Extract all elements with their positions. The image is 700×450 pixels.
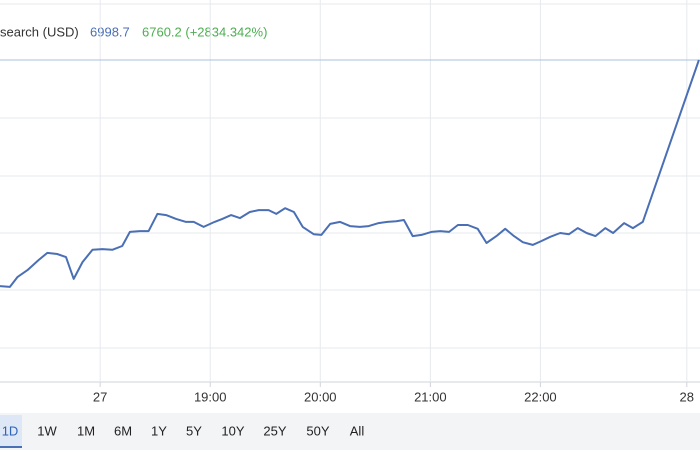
range-button[interactable]: 50Y xyxy=(306,423,329,438)
x-tick-label: 27 xyxy=(93,389,107,404)
background-grid xyxy=(0,3,700,349)
range-button[interactable]: All xyxy=(350,423,365,438)
x-tick-label: 20:00 xyxy=(304,389,337,404)
selected-range-bg xyxy=(0,415,22,448)
range-button[interactable]: 25Y xyxy=(263,423,286,438)
range-button[interactable]: 1Y xyxy=(151,423,167,438)
instrument-name: search (USD) xyxy=(0,24,79,39)
range-button[interactable]: 1D xyxy=(2,423,19,438)
range-button[interactable]: 6M xyxy=(114,423,132,438)
x-tick-label: 19:00 xyxy=(194,389,227,404)
range-button[interactable]: 10Y xyxy=(221,423,244,438)
range-button[interactable]: 1W xyxy=(37,423,57,438)
price-line xyxy=(0,59,700,288)
price-change: 6760.2 (+2834.342%) xyxy=(142,24,267,39)
last-price: 6998.7 xyxy=(90,24,130,39)
x-tick-label: 21:00 xyxy=(414,389,447,404)
range-button[interactable]: 5Y xyxy=(186,423,202,438)
x-tick-label: 28 xyxy=(680,389,694,404)
range-bar xyxy=(0,413,700,450)
x-tick-label: 22:00 xyxy=(524,389,557,404)
range-button[interactable]: 1M xyxy=(77,423,95,438)
